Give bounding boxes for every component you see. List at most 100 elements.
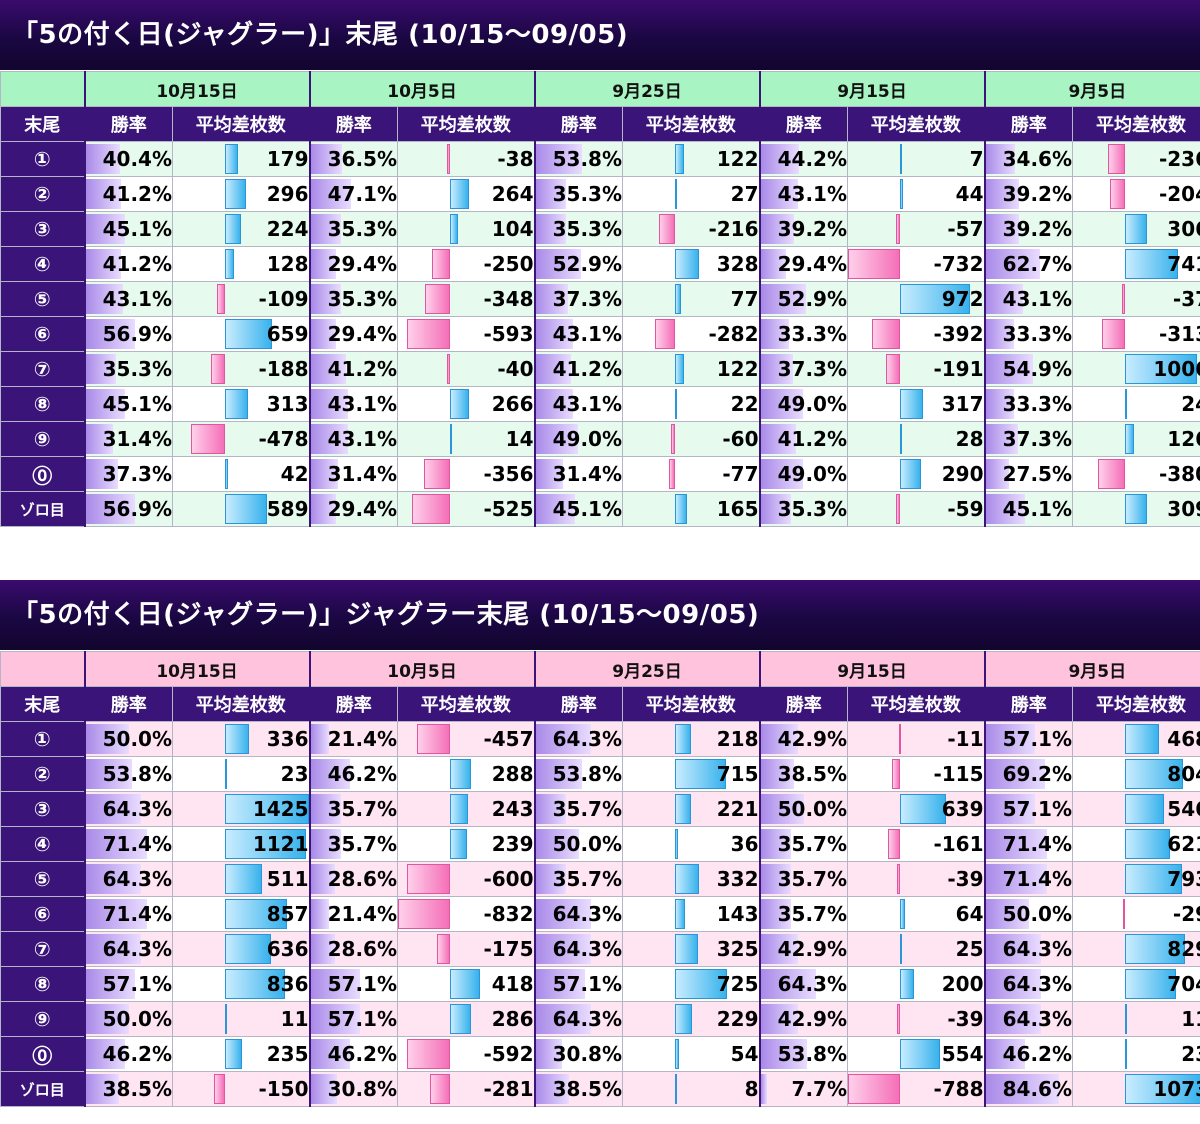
avg-diff-value: -40 (497, 357, 534, 381)
avg-diff-bar (450, 794, 468, 824)
column-header-tail: 末尾 (0, 106, 85, 142)
avg-diff-value: -59 (947, 497, 984, 521)
win-rate-value: 35.7% (777, 832, 848, 856)
avg-diff-cell: 7 (847, 141, 986, 177)
win-rate-value: 33.3% (1002, 322, 1073, 346)
win-rate-cell: 50.0% (983, 896, 1074, 932)
win-rate-value: 39.2% (777, 217, 848, 241)
avg-diff-cell: 104 (397, 211, 536, 247)
avg-diff-cell: -216 (622, 211, 761, 247)
win-rate-cell: 41.2% (308, 351, 399, 387)
win-rate-bar (986, 1039, 1026, 1069)
win-rate-cell: 41.2% (758, 421, 849, 457)
avg-diff-bar (1097, 459, 1125, 489)
win-rate-cell: 41.2% (533, 351, 624, 387)
avg-diff-value: 468 (1167, 727, 1200, 751)
win-rate-cell: 64.3% (83, 791, 173, 827)
win-rate-bar (536, 179, 567, 209)
avg-diff-bar (675, 494, 687, 524)
avg-diff-value: 11 (1181, 1007, 1200, 1031)
win-rate-bar (86, 284, 123, 314)
win-rate-bar (536, 864, 567, 894)
avg-diff-cell: -40 (397, 351, 536, 387)
avg-diff-value: -392 (933, 322, 984, 346)
table-title: 「5の付く日(ジャグラー)」ジャグラー末尾 (10/15〜09/05) (0, 580, 1200, 650)
avg-diff-bar (675, 899, 686, 929)
win-rate-value: 52.9% (777, 287, 848, 311)
win-rate-value: 36.5% (327, 147, 398, 171)
win-rate-cell: 33.3% (983, 386, 1074, 422)
avg-diff-value: -77 (722, 462, 759, 486)
avg-diff-bar (225, 214, 242, 244)
win-rate-value: 47.1% (327, 182, 398, 206)
win-rate-bar (536, 1039, 563, 1069)
avg-diff-value: 122 (716, 357, 759, 381)
row-label: ⓪ (0, 1036, 85, 1072)
avg-diff-bar (675, 354, 684, 384)
table-row: ⑤ 43.1% -109 35.3% -348 37.3% 77 52.9% 972 43.1% -… (0, 281, 1200, 317)
avg-diff-cell: -175 (397, 931, 536, 967)
win-rate-bar (761, 1004, 798, 1034)
win-rate-cell: 35.3% (308, 281, 399, 317)
win-rate-value: 57.1% (552, 972, 623, 996)
avg-diff-bar (225, 969, 286, 999)
win-rate-value: 50.0% (1002, 902, 1073, 926)
date-header: 9月25日 (533, 651, 761, 687)
win-rate-cell: 71.4% (983, 861, 1074, 897)
avg-diff-cell: 704 (1072, 966, 1200, 1002)
row-label: ゾロ目 (0, 491, 85, 527)
avg-diff-value: 224 (266, 217, 309, 241)
win-rate-cell: 43.1% (308, 421, 399, 457)
avg-diff-value: 829 (1167, 937, 1200, 961)
avg-diff-value: -236 (1158, 147, 1200, 171)
avg-diff-value: 42 (280, 462, 309, 486)
avg-diff-bar (450, 829, 468, 859)
win-rate-bar (86, 459, 118, 489)
win-rate-bar (761, 459, 803, 489)
win-rate-value: 29.4% (327, 497, 398, 521)
win-rate-bar (311, 864, 336, 894)
win-rate-value: 33.3% (777, 322, 848, 346)
win-rate-cell: 38.5% (533, 1071, 624, 1107)
avg-diff-cell: 804 (1072, 756, 1200, 792)
avg-diff-cell: -348 (397, 281, 536, 317)
win-rate-cell: 64.3% (533, 896, 624, 932)
win-rate-cell: 71.4% (83, 896, 173, 932)
avg-diff-bar (450, 759, 471, 789)
win-rate-value: 64.3% (1002, 937, 1073, 961)
row-label: ⑨ (0, 1001, 85, 1037)
avg-diff-cell: 972 (847, 281, 986, 317)
win-rate-value: 43.1% (552, 322, 623, 346)
column-header-diff: 平均差枚数 (1072, 106, 1200, 142)
win-rate-cell: 45.1% (83, 386, 173, 422)
column-header-rate: 勝率 (308, 106, 399, 142)
avg-diff-cell: 266 (397, 386, 536, 422)
win-rate-cell: 50.0% (533, 826, 624, 862)
column-header-diff: 平均差枚数 (171, 106, 311, 142)
avg-diff-value: 325 (716, 937, 759, 961)
win-rate-cell: 35.3% (533, 211, 624, 247)
avg-diff-bar (1125, 354, 1198, 384)
avg-diff-bar (225, 829, 306, 859)
win-rate-value: 37.3% (1002, 427, 1073, 451)
avg-diff-bar (900, 144, 903, 174)
avg-diff-value: -788 (933, 1077, 984, 1101)
win-rate-bar (311, 829, 342, 859)
win-rate-cell: 45.1% (83, 211, 173, 247)
win-rate-bar (536, 969, 585, 999)
avg-diff-bar (412, 494, 450, 524)
win-rate-cell: 64.3% (533, 1001, 624, 1037)
avg-diff-value: 25 (955, 937, 984, 961)
win-rate-cell: 30.8% (308, 1071, 399, 1107)
avg-diff-cell: -525 (397, 491, 536, 527)
avg-diff-value: -150 (258, 1077, 309, 1101)
win-rate-bar (536, 1004, 592, 1034)
avg-diff-cell: 224 (171, 211, 311, 247)
avg-diff-value: 179 (266, 147, 309, 171)
win-rate-cell: 29.4% (308, 316, 399, 352)
win-rate-bar (536, 934, 592, 964)
win-rate-cell: 35.3% (758, 491, 849, 527)
win-rate-bar (86, 759, 133, 789)
avg-diff-bar (407, 1039, 450, 1069)
win-rate-value: 64.3% (1002, 1007, 1073, 1031)
